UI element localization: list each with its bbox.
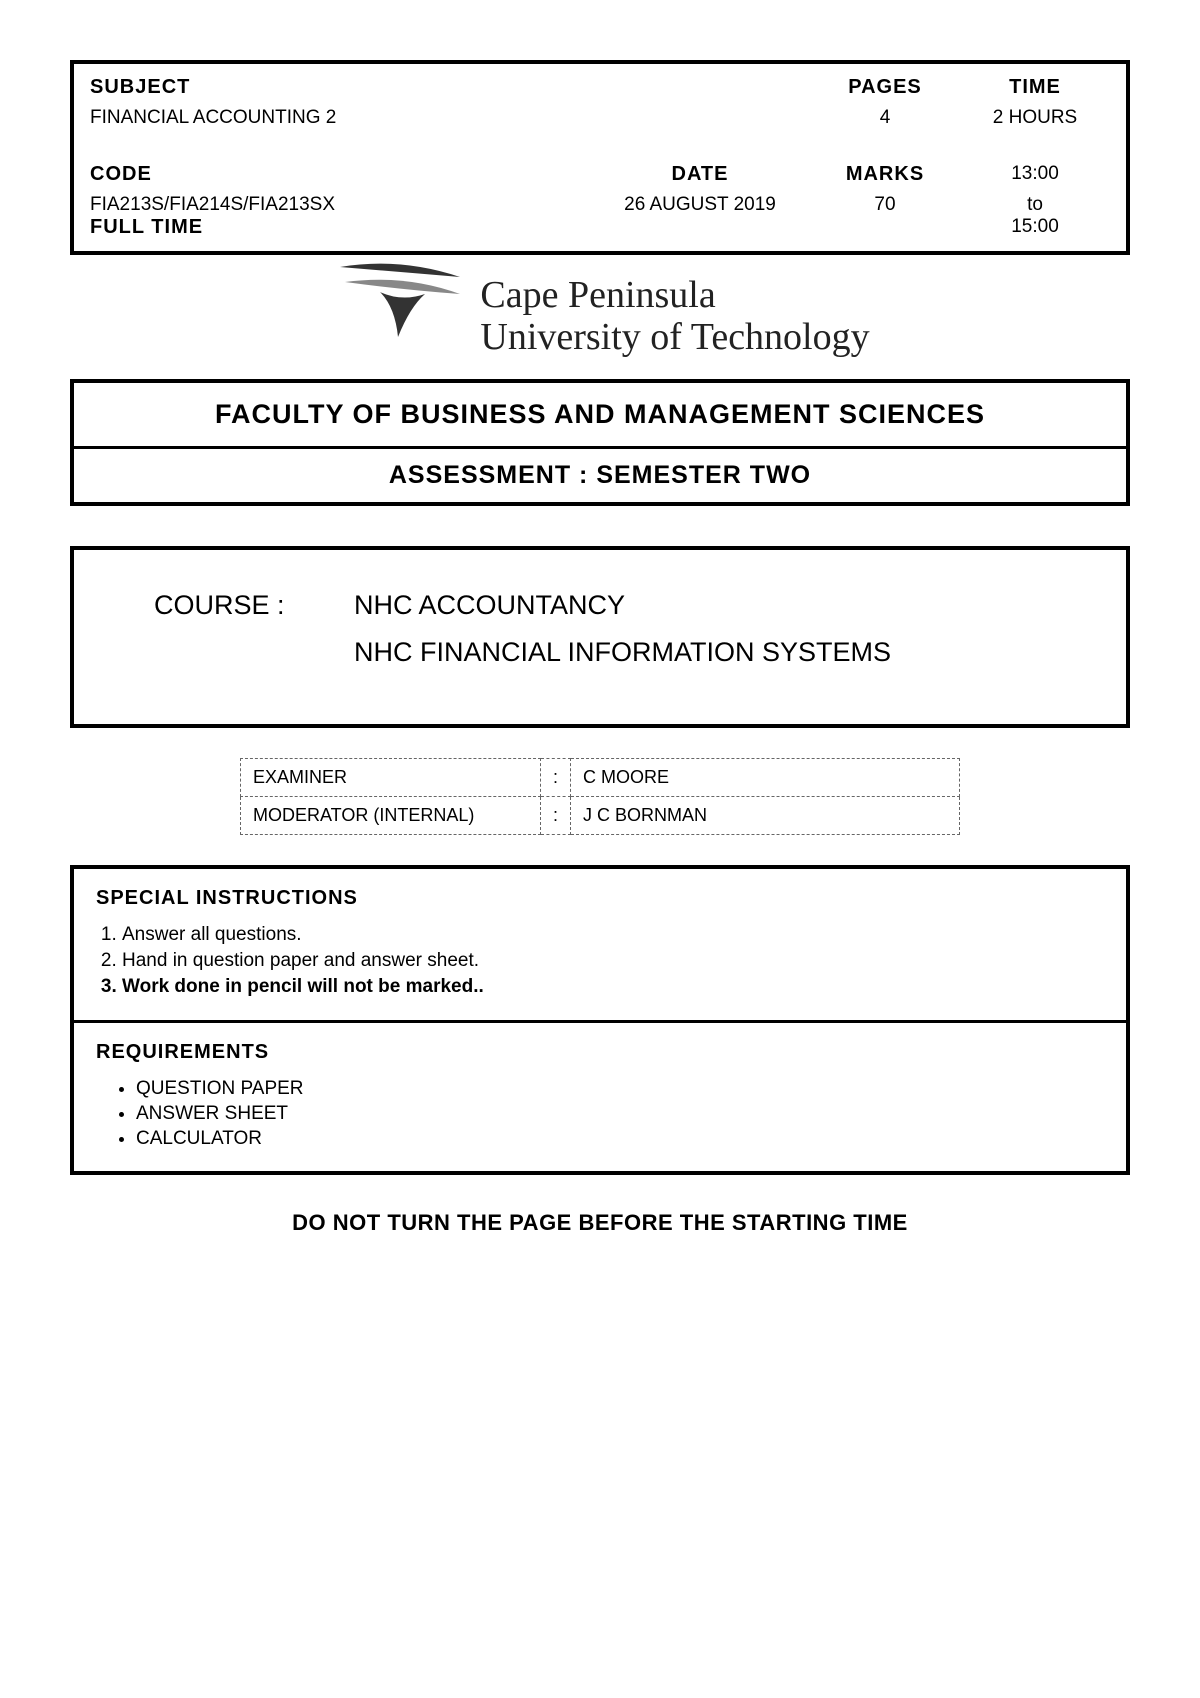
time-value: 2 HOURS — [960, 107, 1110, 129]
course-value-2: NHC FINANCIAL INFORMATION SYSTEMS — [354, 637, 891, 668]
examiner-value: C MOORE — [571, 758, 960, 796]
course-box: COURSE : NHC ACCOUNTANCY NHC FINANCIAL I… — [70, 546, 1130, 728]
pages-value: 4 — [810, 107, 960, 129]
instruction-item: Work done in pencil will not be marked.. — [122, 976, 1104, 998]
date-value: 26 AUGUST 2019 — [590, 194, 810, 239]
logo-line2: University of Technology — [480, 317, 869, 359]
moderator-row: MODERATOR (INTERNAL) : J C BORNMAN — [241, 796, 960, 834]
requirement-item: ANSWER SHEET — [136, 1103, 1104, 1125]
assessment-title: ASSESSMENT : SEMESTER TWO — [74, 449, 1126, 502]
requirement-item: QUESTION PAPER — [136, 1078, 1104, 1100]
requirements-title: REQUIREMENTS — [96, 1041, 1104, 1064]
requirements-section: REQUIREMENTS QUESTION PAPER ANSWER SHEET… — [74, 1023, 1126, 1171]
faculty-box: FACULTY OF BUSINESS AND MANAGEMENT SCIEN… — [70, 379, 1130, 506]
moderator-value: J C BORNMAN — [571, 796, 960, 834]
logo-swoosh-icon — [330, 252, 470, 352]
time-range-2: to — [960, 194, 1110, 216]
special-instructions-section: SPECIAL INSTRUCTIONS Answer all question… — [74, 869, 1126, 1023]
requirement-item: CALCULATOR — [136, 1128, 1104, 1150]
fulltime-label: FULL TIME — [90, 216, 590, 239]
special-instructions-list: Answer all questions. Hand in question p… — [96, 924, 1104, 998]
code-value: FIA213S/FIA214S/FIA213SX — [90, 194, 590, 216]
marks-label: MARKS — [810, 163, 960, 186]
university-logo: Cape Peninsula University of Technology — [70, 275, 1130, 359]
date-label: DATE — [590, 163, 810, 186]
instruction-item: Answer all questions. — [122, 924, 1104, 946]
course-value-1: NHC ACCOUNTANCY — [354, 590, 891, 621]
time-range-3: 15:00 — [960, 216, 1110, 238]
code-fulltime-cell: FIA213S/FIA214S/FIA213SX FULL TIME — [90, 194, 590, 239]
colon-cell: : — [541, 796, 571, 834]
instructions-box: SPECIAL INSTRUCTIONS Answer all question… — [70, 865, 1130, 1175]
moderator-label: MODERATOR (INTERNAL) — [241, 796, 541, 834]
marks-value: 70 — [810, 194, 960, 239]
time-label: TIME — [960, 76, 1110, 99]
logo-line1: Cape Peninsula — [480, 275, 869, 317]
faculty-title: FACULTY OF BUSINESS AND MANAGEMENT SCIEN… — [74, 383, 1126, 449]
requirements-list: QUESTION PAPER ANSWER SHEET CALCULATOR — [96, 1078, 1104, 1150]
subject-value: FINANCIAL ACCOUNTING 2 — [90, 107, 590, 129]
course-row: COURSE : NHC ACCOUNTANCY NHC FINANCIAL I… — [154, 590, 1096, 684]
code-label: CODE — [90, 163, 590, 186]
colon-cell: : — [541, 758, 571, 796]
course-label: COURSE : — [154, 590, 354, 621]
logo-text: Cape Peninsula University of Technology — [480, 275, 869, 359]
examiner-row: EXAMINER : C MOORE — [241, 758, 960, 796]
course-values: NHC ACCOUNTANCY NHC FINANCIAL INFORMATIO… — [354, 590, 891, 684]
examiner-label: EXAMINER — [241, 758, 541, 796]
staff-table: EXAMINER : C MOORE MODERATOR (INTERNAL) … — [240, 758, 960, 835]
time-range-1: 13:00 — [960, 163, 1110, 186]
time-range-cell: to 15:00 — [960, 194, 1110, 239]
footer-note: DO NOT TURN THE PAGE BEFORE THE STARTING… — [70, 1210, 1130, 1236]
header-grid: SUBJECT PAGES TIME FINANCIAL ACCOUNTING … — [90, 76, 1110, 239]
instruction-item: Hand in question paper and answer sheet. — [122, 950, 1104, 972]
subject-label: SUBJECT — [90, 76, 590, 99]
header-box: SUBJECT PAGES TIME FINANCIAL ACCOUNTING … — [70, 60, 1130, 255]
pages-label: PAGES — [810, 76, 960, 99]
special-instructions-title: SPECIAL INSTRUCTIONS — [96, 887, 1104, 910]
